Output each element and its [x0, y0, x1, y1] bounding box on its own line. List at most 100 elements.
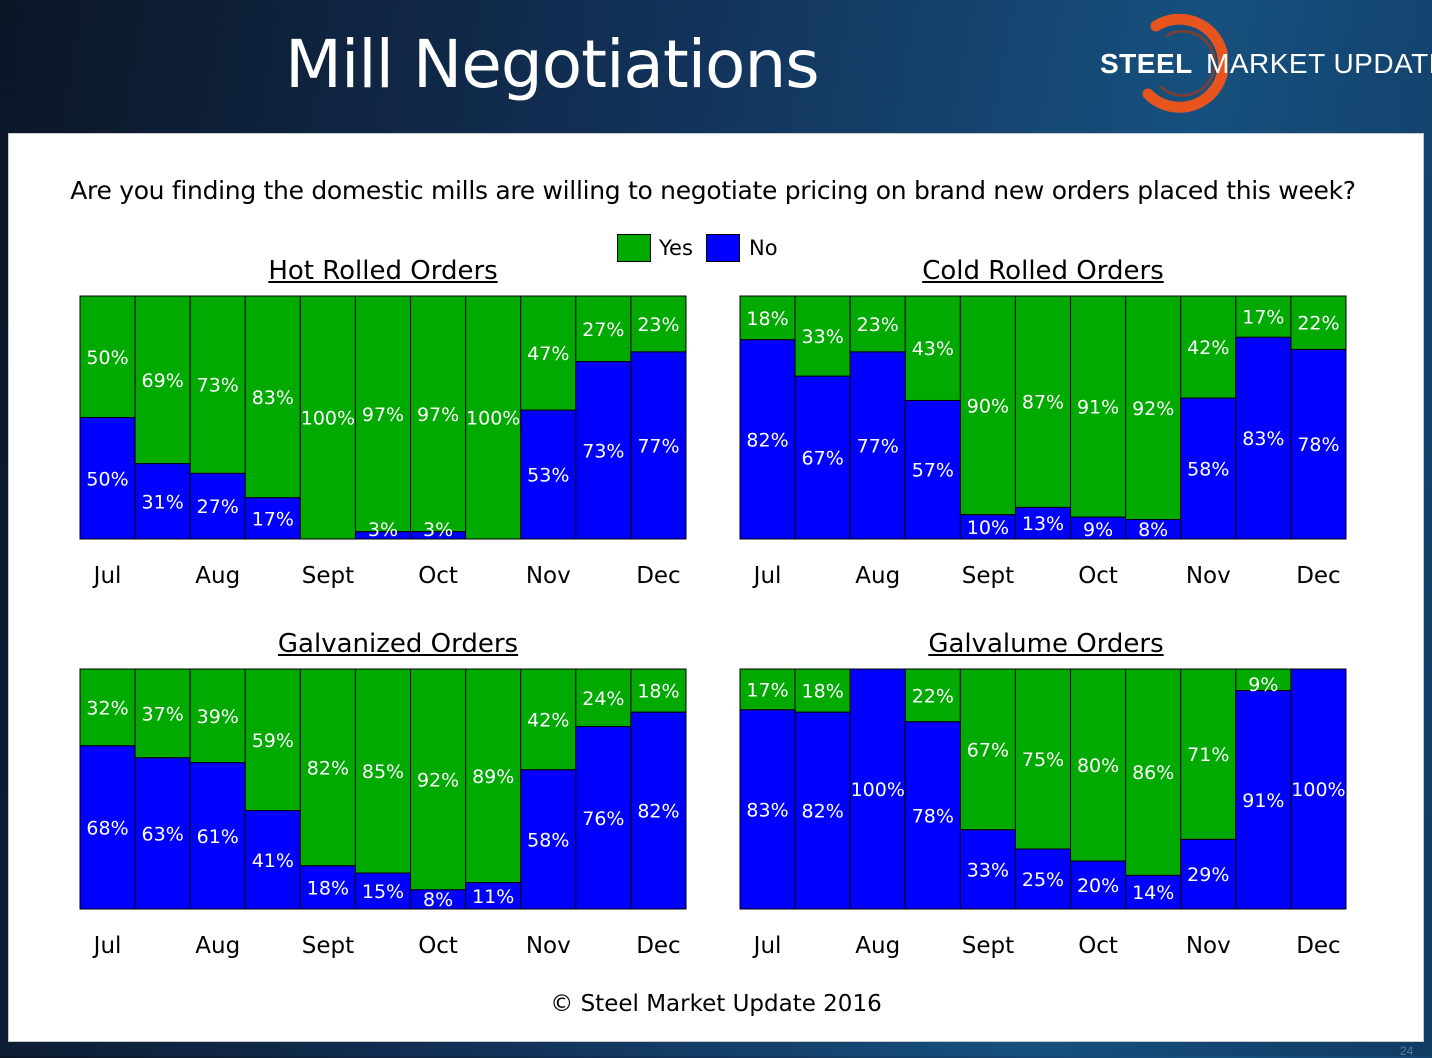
data-label-no-9: 91%: [1242, 790, 1284, 812]
chart-title-cold-rolled: Cold Rolled Orders: [922, 256, 1164, 286]
data-label-yes-1: 37%: [142, 703, 184, 725]
bar-yes-5: [354, 295, 412, 533]
data-label-yes-10: 23%: [637, 314, 679, 336]
bar-no-1: [134, 463, 191, 540]
data-label-no-3: 17%: [252, 508, 294, 530]
bar-no-1: [794, 375, 851, 540]
data-label-yes-1: 33%: [802, 326, 844, 348]
data-label-yes-8: 47%: [527, 343, 569, 365]
bar-no-9: [575, 361, 632, 540]
data-label-no-4: 10%: [967, 517, 1009, 539]
data-label-yes-0: 18%: [746, 308, 788, 330]
bar-no-4: [959, 514, 1016, 540]
bar-yes-4: [299, 295, 356, 540]
data-label-yes-10: 18%: [637, 681, 679, 703]
chart-galvalume: 17% 83% 18% 82% 100% 22% 78% 67% 33% 75% 25% 80% 20%…: [739, 668, 1347, 959]
x-tick-label-4: Nov: [526, 563, 571, 589]
data-label-no-5: 25%: [1022, 869, 1064, 891]
bar-no-10: [1290, 668, 1347, 910]
data-label-yes-3: 22%: [912, 685, 954, 707]
bar-yes-4: [299, 668, 356, 867]
data-label-no-10: 100%: [1291, 779, 1345, 801]
data-label-no-2: 27%: [197, 496, 239, 518]
data-label-yes-0: 50%: [86, 347, 128, 369]
slide-number: 24: [1400, 1044, 1414, 1058]
bar-yes-7: [465, 295, 522, 540]
data-label-no-3: 78%: [912, 805, 954, 827]
chart-title-galvanized: Galvanized Orders: [277, 629, 519, 659]
x-tick-label-2: Sept: [962, 933, 1014, 959]
x-tick-label-4: Nov: [1186, 933, 1231, 959]
bar-no-0: [739, 339, 796, 540]
plot-border: [739, 668, 1347, 910]
bar-yes-3: [244, 668, 301, 812]
x-tick-label-1: Aug: [195, 563, 240, 589]
bar-no-2: [849, 351, 906, 540]
x-tick-label-3: Oct: [418, 933, 458, 959]
x-tick-label-0: Jul: [752, 933, 782, 959]
bar-no-9: [1235, 690, 1292, 910]
data-label-yes-7: 86%: [1132, 762, 1174, 784]
chart-galvanized: 32% 68% 37% 63% 39% 61% 59% 41% 82% 18% 85% 15% 92% 8…: [79, 668, 687, 959]
x-tick-label-1: Aug: [855, 563, 900, 589]
logo-ring-icon: [1142, 14, 1228, 113]
bar-yes-0: [79, 295, 136, 418]
x-tick-label-4: Nov: [1186, 563, 1231, 589]
data-label-yes-1: 18%: [802, 681, 844, 703]
data-label-no-4: 18%: [307, 877, 349, 899]
chart-cold-rolled: 18% 82% 33% 67% 23% 77% 43% 57% 90% 10% 87% 13% 91% 9…: [739, 295, 1347, 589]
data-label-yes-7: 100%: [466, 408, 520, 430]
data-label-yes-3: 83%: [252, 387, 294, 409]
logo-text-bold: STEEL: [1100, 48, 1193, 79]
bar-no-8: [1180, 397, 1237, 540]
data-label-no-8: 53%: [527, 465, 569, 487]
data-label-no-9: 83%: [1242, 428, 1284, 450]
bar-yes-6: [1070, 295, 1127, 518]
x-tick-label-0: Jul: [92, 563, 122, 589]
plot-border: [739, 295, 1347, 540]
bar-no-0: [79, 417, 136, 540]
data-label-yes-5: 75%: [1022, 749, 1064, 771]
legend-swatch-yes: [617, 234, 651, 262]
x-tick-label-2: Sept: [302, 563, 354, 589]
bar-yes-4: [959, 668, 1016, 831]
legend-swatch-no: [706, 234, 740, 262]
data-label-no-2: 100%: [851, 779, 905, 801]
bar-no-1: [134, 757, 191, 910]
data-label-yes-2: 23%: [857, 314, 899, 336]
data-label-yes-10: 22%: [1297, 313, 1339, 335]
data-label-yes-6: 80%: [1077, 755, 1119, 777]
data-label-yes-9: 17%: [1242, 307, 1284, 329]
data-label-yes-2: 73%: [197, 375, 239, 397]
bar-no-3: [904, 721, 961, 910]
data-label-yes-6: 97%: [417, 404, 459, 426]
data-label-no-6: 20%: [1077, 875, 1119, 897]
data-label-yes-1: 69%: [142, 370, 184, 392]
x-tick-label-5: Dec: [1296, 563, 1341, 589]
bar-no-7: [1125, 874, 1182, 910]
bar-no-8: [520, 409, 577, 540]
chart-hot-rolled: 50% 50% 69% 31% 73% 27% 83% 17% 100% 97% 3% 97% 3% 10…: [79, 295, 687, 589]
data-label-no-7: 14%: [1132, 882, 1174, 904]
bar-yes-6: [410, 668, 467, 891]
bar-yes-6: [410, 295, 467, 533]
x-tick-label-5: Dec: [1296, 933, 1341, 959]
data-label-no-3: 41%: [252, 850, 294, 872]
bar-yes-6: [1070, 668, 1127, 862]
plot-border: [79, 295, 687, 540]
data-label-no-1: 31%: [142, 491, 184, 513]
data-label-yes-4: 82%: [307, 757, 349, 779]
data-label-yes-4: 100%: [301, 408, 355, 430]
x-tick-label-3: Oct: [1078, 933, 1118, 959]
data-label-no-0: 50%: [86, 468, 128, 490]
x-tick-label-3: Oct: [418, 563, 458, 589]
data-label-no-5: 13%: [1022, 513, 1064, 535]
bar-yes-9: [1235, 295, 1292, 338]
data-label-no-9: 76%: [582, 808, 624, 830]
data-label-yes-8: 42%: [527, 709, 569, 731]
x-tick-label-4: Nov: [526, 933, 571, 959]
bar-no-3: [244, 810, 301, 910]
data-label-yes-9: 24%: [582, 688, 624, 710]
bar-no-5: [354, 872, 412, 910]
x-tick-label-0: Jul: [92, 933, 122, 959]
